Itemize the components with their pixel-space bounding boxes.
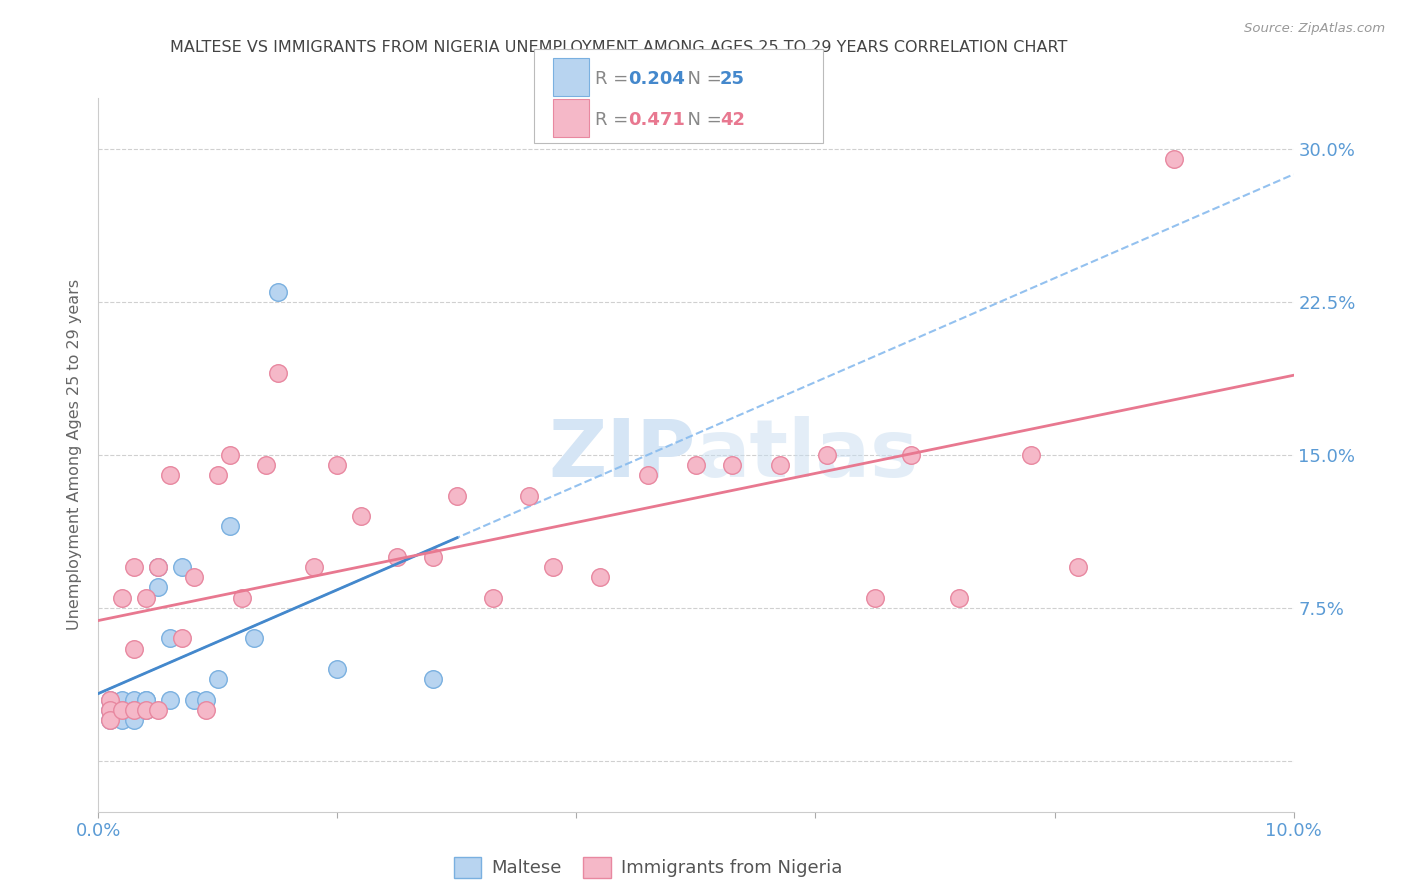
Point (100, 692, 122, 706)
Point (159, 632, 181, 646)
Point (254, 458, 277, 472)
Point (1163, 153, 1185, 167)
Point (769, 458, 792, 472)
Point (350, 509, 373, 524)
Point (267, 367, 290, 381)
Point (326, 662, 349, 676)
Point (100, 703, 122, 717)
Point (900, 448, 922, 462)
Point (231, 591, 253, 605)
Point (517, 489, 540, 503)
Text: R =: R = (595, 111, 634, 128)
Text: R =: R = (595, 70, 634, 88)
Point (159, 692, 181, 706)
Point (124, 703, 146, 717)
Point (100, 713, 122, 727)
Point (111, 703, 134, 717)
Point (135, 703, 157, 717)
Point (446, 489, 468, 503)
Point (124, 713, 146, 727)
Point (124, 641, 146, 656)
Point (195, 703, 218, 717)
Point (1019, 448, 1042, 462)
Point (721, 458, 744, 472)
Point (865, 591, 887, 605)
Point (124, 703, 146, 717)
Text: Source: ZipAtlas.com: Source: ZipAtlas.com (1244, 22, 1385, 36)
Point (135, 703, 157, 717)
Point (1067, 560, 1090, 574)
Point (207, 468, 229, 483)
Point (243, 632, 266, 646)
Point (111, 591, 134, 605)
Point (148, 703, 170, 717)
Point (422, 549, 444, 564)
Text: atlas: atlas (696, 416, 920, 494)
Point (100, 692, 122, 706)
Text: 0.204: 0.204 (628, 70, 685, 88)
Point (124, 692, 146, 706)
Text: ZIP: ZIP (548, 416, 696, 494)
Point (111, 713, 134, 727)
Text: 42: 42 (720, 111, 745, 128)
Point (302, 560, 325, 574)
Text: 0.471: 0.471 (628, 111, 685, 128)
Point (219, 519, 242, 533)
Point (172, 560, 194, 574)
Point (422, 672, 444, 686)
Point (326, 458, 349, 472)
Point (267, 285, 290, 299)
Point (124, 560, 146, 574)
Point (111, 703, 134, 717)
Y-axis label: Unemployment Among Ages 25 to 29 years: Unemployment Among Ages 25 to 29 years (67, 279, 83, 631)
Point (815, 448, 838, 462)
Text: N =: N = (676, 70, 728, 88)
Point (135, 591, 157, 605)
Point (183, 692, 205, 706)
Text: 25: 25 (720, 70, 745, 88)
Point (148, 560, 170, 574)
Point (637, 468, 659, 483)
Point (148, 581, 170, 595)
Legend: Maltese, Immigrants from Nigeria: Maltese, Immigrants from Nigeria (446, 849, 851, 885)
Point (100, 703, 122, 717)
Point (183, 570, 205, 584)
Point (385, 549, 409, 564)
Point (135, 692, 157, 706)
Point (172, 632, 194, 646)
Point (135, 692, 157, 706)
Point (685, 458, 707, 472)
Point (207, 672, 229, 686)
Point (195, 692, 218, 706)
Point (148, 560, 170, 574)
Point (100, 713, 122, 727)
Point (948, 591, 970, 605)
Point (481, 591, 505, 605)
Point (219, 448, 242, 462)
Point (111, 692, 134, 706)
Text: N =: N = (676, 111, 728, 128)
Point (589, 570, 612, 584)
Point (541, 560, 564, 574)
Point (159, 468, 181, 483)
Text: MALTESE VS IMMIGRANTS FROM NIGERIA UNEMPLOYMENT AMONG AGES 25 TO 29 YEARS CORREL: MALTESE VS IMMIGRANTS FROM NIGERIA UNEMP… (170, 40, 1067, 55)
